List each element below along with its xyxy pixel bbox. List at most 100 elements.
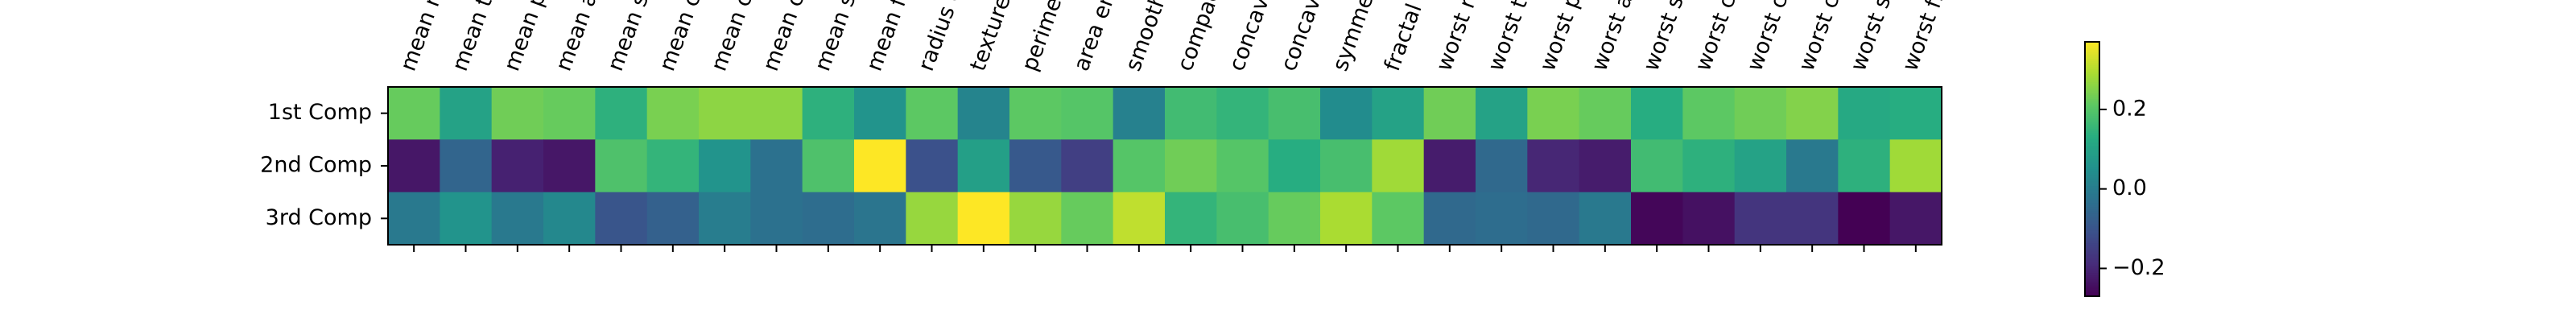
colorbar-tick-label: 0.2: [2112, 96, 2147, 121]
colorbar-segment: [2085, 141, 2099, 144]
colorbar-segment: [2085, 211, 2099, 214]
colorbar-tick-label: −0.2: [2112, 255, 2165, 280]
colorbar-segment: [2085, 124, 2099, 127]
colorbar-segment: [2085, 200, 2099, 204]
colorbar-segment: [2085, 264, 2099, 267]
heatmap-cell: [491, 192, 544, 246]
heatmap-cell: [1216, 87, 1269, 140]
colorbar-segment: [2085, 290, 2099, 293]
heatmap-cell: [1423, 192, 1476, 246]
heatmap-cell: [646, 192, 700, 246]
colorbar-segment: [2085, 94, 2099, 98]
colorbar-segment: [2085, 150, 2099, 153]
colorbar-segment: [2085, 64, 2099, 68]
colorbar-segment: [2085, 114, 2099, 117]
colorbar-segment: [2085, 277, 2099, 280]
heatmap-cell: [1786, 87, 1839, 140]
colorbar-segment: [2085, 194, 2099, 197]
heatmap-cell: [646, 139, 700, 193]
colorbar-segment: [2085, 203, 2099, 206]
x-tick-marks: [413, 245, 1917, 252]
heatmap-cell: [1372, 139, 1425, 193]
colorbar-segment: [2085, 76, 2099, 79]
heatmap-cell: [595, 87, 648, 140]
heatmap-cell: [802, 139, 855, 193]
colorbar-segment: [2085, 147, 2099, 151]
heatmap-cell: [595, 139, 648, 193]
heatmap-cell: [1889, 87, 1942, 140]
colorbar-segment: [2085, 101, 2099, 104]
heatmap-cell: [1579, 192, 1632, 246]
colorbar-segment: [2085, 133, 2099, 136]
heatmap-cell: [491, 87, 544, 140]
colorbar-segment: [2085, 77, 2099, 80]
colorbar-segment: [2085, 169, 2099, 172]
heatmap-cell: [388, 87, 440, 140]
colorbar-segment: [2085, 97, 2099, 100]
heatmap-cell: [1734, 192, 1787, 246]
colorbar-segment: [2085, 234, 2099, 237]
colorbar-segment: [2085, 224, 2099, 227]
heatmap-cell: [1372, 192, 1425, 246]
colorbar-segment: [2085, 158, 2099, 162]
heatmap-cell: [1268, 87, 1321, 140]
colorbar-segment: [2085, 190, 2099, 193]
heatmap-cell: [1838, 192, 1891, 246]
colorbar-segment: [2085, 250, 2099, 253]
heatmap-cell: [646, 87, 700, 140]
heatmap-cell: [699, 87, 751, 140]
heatmap-cell: [1320, 139, 1373, 193]
colorbar-segment: [2085, 99, 2099, 102]
colorbar-segment: [2085, 116, 2099, 119]
colorbar-segment: [2085, 47, 2099, 52]
heatmap-cell: [906, 87, 959, 140]
colorbar-segment: [2085, 73, 2099, 76]
colorbar-segment: [2085, 105, 2099, 109]
y-tick-label: 1st Comp: [268, 100, 372, 125]
heatmap-cell: [1476, 192, 1528, 246]
colorbar-segment: [2085, 270, 2099, 274]
heatmap-cell: [491, 139, 544, 193]
colorbar-segment: [2085, 198, 2099, 202]
heatmap-cell: [1734, 139, 1787, 193]
heatmap-cell: [750, 87, 803, 140]
heatmap-cell: [543, 192, 596, 246]
heatmap-cell: [1527, 87, 1580, 140]
colorbar-segment: [2085, 88, 2099, 92]
heatmap-cell: [1838, 139, 1891, 193]
colorbar-segment: [2085, 143, 2099, 147]
heatmap-cell: [543, 87, 596, 140]
colorbar-segment: [2085, 109, 2099, 113]
heatmap-cell: [1061, 87, 1114, 140]
colorbar-segment: [2085, 122, 2099, 126]
colorbar: 0.2 0.0 −0.2: [2084, 41, 2165, 297]
colorbar-segment: [2085, 173, 2099, 176]
heatmap-cell: [1061, 139, 1114, 193]
heatmap-cell: [1268, 192, 1321, 246]
heatmap-cell: [1423, 87, 1476, 140]
heatmap-cell: [543, 139, 596, 193]
heatmap-cell: [1009, 139, 1062, 193]
colorbar-segment: [2085, 192, 2099, 196]
heatmap-cell: [1682, 139, 1736, 193]
colorbar-segment: [2085, 260, 2099, 263]
colorbar-segment: [2085, 71, 2099, 75]
colorbar-segment: [2085, 82, 2099, 85]
heatmap-cell: [957, 87, 1010, 140]
colorbar-segment: [2085, 266, 2099, 270]
colorbar-segment: [2085, 43, 2099, 47]
heatmap-cell: [1682, 192, 1736, 246]
colorbar-segment: [2085, 255, 2099, 259]
colorbar-segment: [2085, 215, 2099, 219]
heatmap-cell: [1579, 139, 1632, 193]
colorbar-segment: [2085, 67, 2099, 70]
y-tick-label: 2nd Comp: [260, 153, 372, 178]
colorbar-segment: [2085, 80, 2099, 83]
colorbar-segment: [2085, 291, 2099, 295]
colorbar-segment: [2085, 69, 2099, 72]
heatmap-cell: [1372, 87, 1425, 140]
heatmap-cell: [1579, 87, 1632, 140]
colorbar-segment: [2085, 120, 2099, 123]
colorbar-segment: [2085, 226, 2099, 229]
